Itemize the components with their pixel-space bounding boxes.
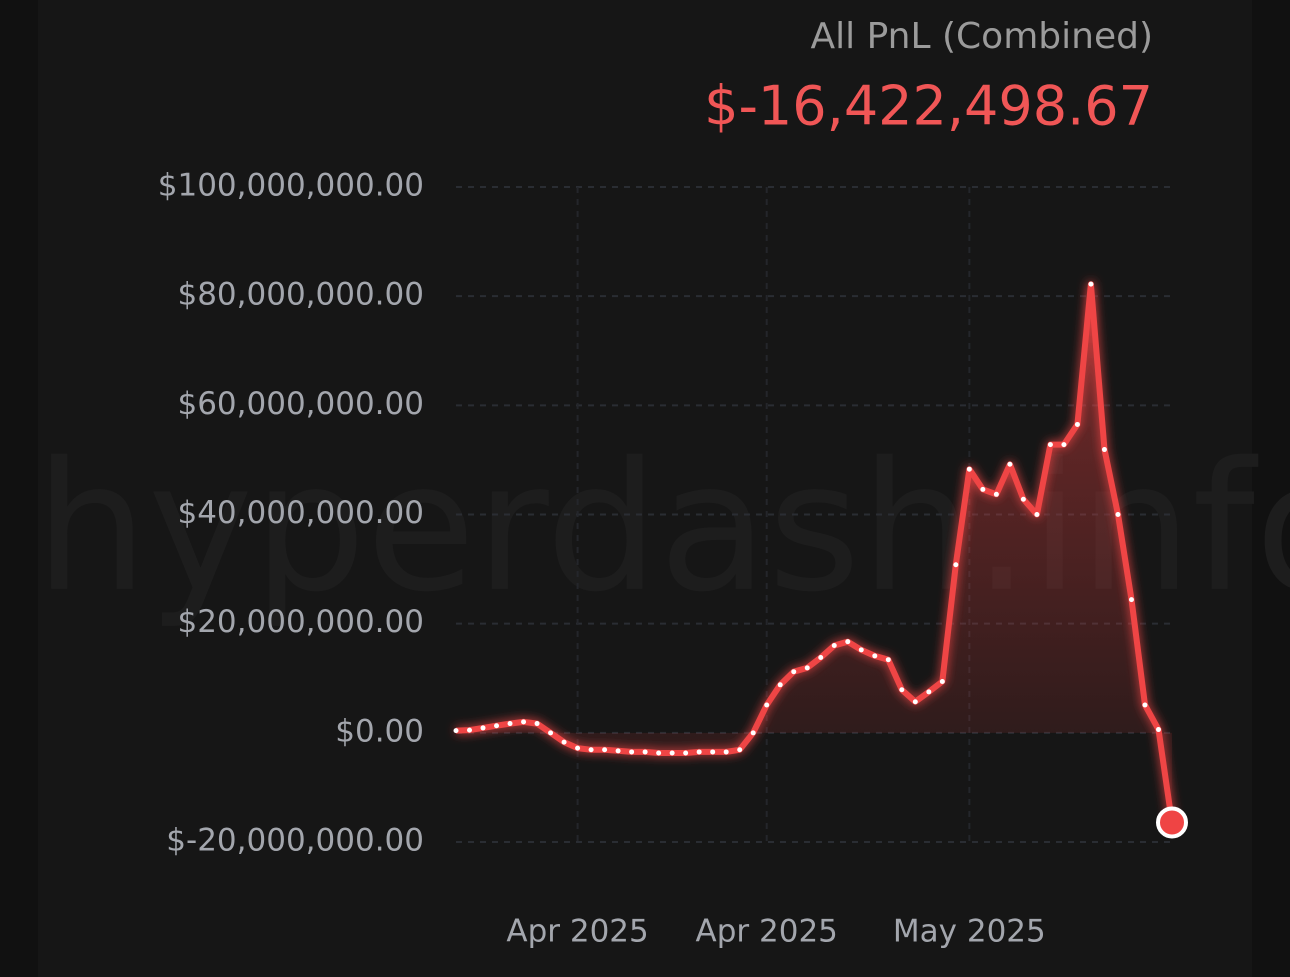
headline-value: $-16,422,498.67	[704, 75, 1153, 138]
point	[993, 491, 999, 497]
point	[750, 730, 756, 736]
y-tick-label: $-20,000,000.00	[166, 823, 424, 859]
y-tick-label: $20,000,000.00	[177, 604, 424, 640]
y-tick-label: $80,000,000.00	[177, 277, 424, 313]
point	[1088, 281, 1094, 287]
x-tick-label: May 2025	[893, 914, 1046, 950]
point	[696, 749, 702, 755]
point	[453, 728, 459, 734]
point	[1061, 442, 1067, 448]
point	[1074, 421, 1080, 427]
point	[845, 639, 851, 645]
point	[1128, 597, 1134, 603]
point	[1101, 447, 1107, 453]
area	[456, 284, 1172, 823]
point	[1020, 496, 1026, 502]
point	[899, 687, 905, 693]
point	[521, 719, 527, 725]
point	[966, 466, 972, 472]
point	[764, 702, 770, 708]
point	[818, 655, 824, 661]
point	[980, 486, 986, 492]
point	[723, 749, 729, 755]
x-tick-label: Apr 2025	[506, 914, 648, 950]
x-tick-label: Apr 2025	[696, 914, 838, 950]
y-tick-label: $0.00	[335, 713, 424, 749]
point	[858, 647, 864, 653]
point	[1034, 512, 1040, 517]
point	[629, 749, 635, 755]
point	[777, 682, 783, 688]
point	[561, 739, 567, 745]
point	[534, 721, 540, 727]
point	[669, 750, 675, 756]
point	[615, 748, 621, 754]
point	[480, 725, 486, 731]
point	[642, 749, 648, 755]
point	[831, 643, 837, 648]
point	[588, 747, 594, 753]
point	[1155, 727, 1161, 733]
point	[710, 749, 716, 755]
end-point	[1156, 806, 1188, 839]
point	[467, 727, 473, 733]
point	[926, 689, 932, 695]
point	[656, 750, 662, 756]
point	[575, 745, 581, 751]
point	[602, 747, 608, 753]
point	[1142, 702, 1148, 708]
point	[912, 699, 918, 705]
point	[1047, 442, 1053, 448]
point	[885, 657, 891, 663]
point	[548, 730, 554, 736]
point	[1115, 512, 1121, 517]
point	[953, 562, 959, 568]
point	[683, 750, 689, 756]
point	[1007, 461, 1013, 467]
y-tick-label: $60,000,000.00	[177, 386, 424, 422]
point	[494, 723, 500, 729]
point	[804, 665, 810, 671]
point	[872, 653, 878, 659]
point	[507, 721, 513, 727]
y-tick-label: $100,000,000.00	[158, 168, 424, 204]
point	[737, 747, 743, 753]
y-tick-label: $40,000,000.00	[177, 495, 424, 531]
point	[939, 679, 945, 685]
chart-title: All PnL (Combined)	[811, 16, 1153, 57]
point	[791, 669, 797, 675]
